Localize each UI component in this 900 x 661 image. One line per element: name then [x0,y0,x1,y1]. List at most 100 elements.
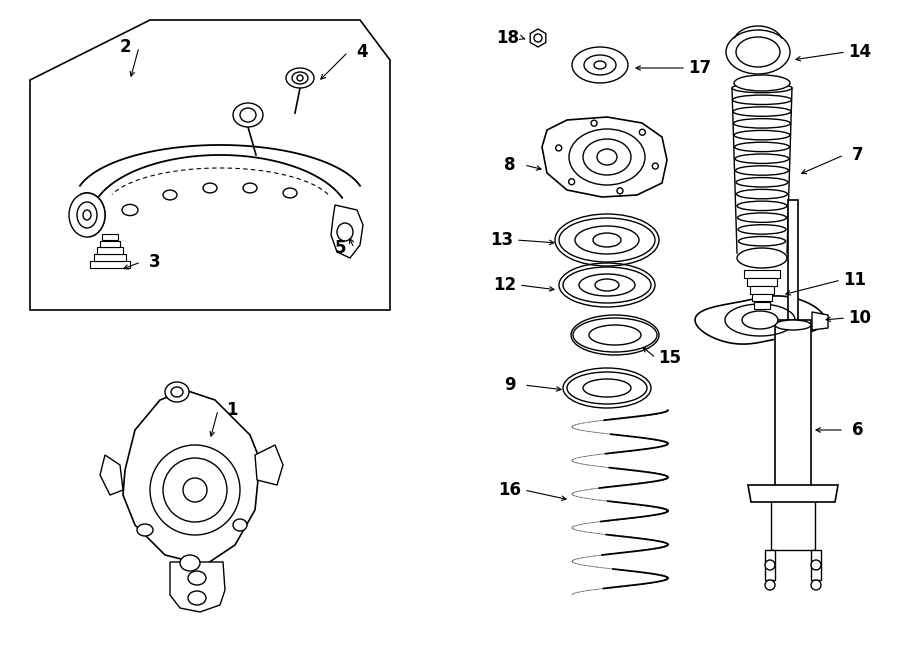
Polygon shape [94,254,126,261]
Ellipse shape [736,37,780,67]
Ellipse shape [567,372,647,404]
Ellipse shape [183,478,207,502]
Polygon shape [748,485,838,502]
Polygon shape [530,29,545,47]
Ellipse shape [616,188,623,194]
Text: 13: 13 [491,231,514,249]
Polygon shape [788,200,798,330]
Ellipse shape [737,213,787,222]
Ellipse shape [735,154,789,163]
Ellipse shape [738,225,786,234]
Ellipse shape [569,178,574,184]
Ellipse shape [736,189,788,199]
Ellipse shape [573,318,657,352]
Text: 3: 3 [149,253,161,271]
Ellipse shape [597,149,617,165]
Ellipse shape [572,47,628,83]
Ellipse shape [765,580,775,590]
Ellipse shape [726,30,790,74]
Ellipse shape [734,142,789,151]
Polygon shape [255,445,283,485]
Polygon shape [754,302,770,309]
Ellipse shape [83,210,91,220]
Ellipse shape [150,445,240,535]
Polygon shape [812,312,828,330]
Ellipse shape [732,83,792,93]
Ellipse shape [591,120,597,126]
Text: 14: 14 [849,43,871,61]
Ellipse shape [188,571,206,585]
Text: 16: 16 [499,481,521,499]
Ellipse shape [639,130,645,136]
Ellipse shape [575,226,639,254]
Ellipse shape [579,274,635,296]
Ellipse shape [297,75,303,81]
Text: 18: 18 [497,29,519,47]
Polygon shape [747,278,777,286]
Ellipse shape [559,218,655,262]
Ellipse shape [163,190,177,200]
Ellipse shape [122,204,138,215]
Text: 12: 12 [493,276,517,294]
Ellipse shape [733,95,791,104]
Ellipse shape [594,61,606,69]
Ellipse shape [180,555,200,571]
Ellipse shape [165,382,189,402]
Text: 17: 17 [688,59,712,77]
Text: 7: 7 [852,146,864,164]
Ellipse shape [233,519,247,531]
Ellipse shape [737,201,787,211]
Ellipse shape [137,524,153,536]
Polygon shape [102,234,118,240]
Polygon shape [750,286,774,294]
Text: 1: 1 [226,401,238,419]
Ellipse shape [736,178,788,187]
Ellipse shape [739,237,786,246]
Ellipse shape [337,223,353,241]
Polygon shape [775,320,811,500]
Text: 8: 8 [504,156,516,174]
Ellipse shape [775,490,811,500]
Polygon shape [331,205,363,258]
Text: 11: 11 [843,271,867,289]
Ellipse shape [77,202,97,228]
Ellipse shape [734,118,790,128]
Ellipse shape [233,103,263,127]
Ellipse shape [555,145,562,151]
Ellipse shape [735,166,788,175]
Polygon shape [542,117,667,197]
Polygon shape [771,490,815,550]
Ellipse shape [69,193,105,237]
Ellipse shape [203,183,217,193]
Text: 6: 6 [852,421,864,439]
Ellipse shape [775,320,811,330]
Text: 15: 15 [659,349,681,367]
Ellipse shape [292,72,308,84]
Polygon shape [752,294,772,301]
Ellipse shape [243,183,257,193]
Ellipse shape [737,248,787,268]
Ellipse shape [734,130,790,140]
Polygon shape [100,455,123,495]
Ellipse shape [569,129,645,185]
Ellipse shape [733,107,791,116]
Polygon shape [811,550,821,580]
Text: 5: 5 [334,239,346,257]
Ellipse shape [593,233,621,247]
Ellipse shape [652,163,658,169]
Ellipse shape [240,108,256,122]
Text: 10: 10 [849,309,871,327]
Polygon shape [100,241,120,247]
Ellipse shape [163,458,227,522]
Polygon shape [90,261,130,268]
Text: 9: 9 [504,376,516,394]
Ellipse shape [583,139,631,175]
Ellipse shape [742,311,778,329]
Ellipse shape [283,188,297,198]
Ellipse shape [584,55,616,75]
Ellipse shape [286,68,314,88]
Ellipse shape [563,267,651,303]
Ellipse shape [534,34,542,42]
Text: 4: 4 [356,43,368,61]
Polygon shape [765,550,775,580]
